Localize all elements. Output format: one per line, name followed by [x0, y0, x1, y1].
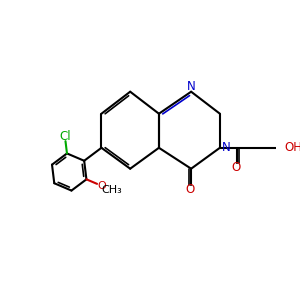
Text: Cl: Cl	[59, 130, 71, 143]
Text: OH: OH	[284, 141, 300, 154]
Text: O: O	[97, 181, 106, 191]
Text: N: N	[221, 141, 230, 154]
Text: CH₃: CH₃	[102, 185, 123, 195]
Text: O: O	[185, 183, 194, 196]
Text: N: N	[187, 80, 196, 93]
Text: O: O	[231, 161, 240, 174]
